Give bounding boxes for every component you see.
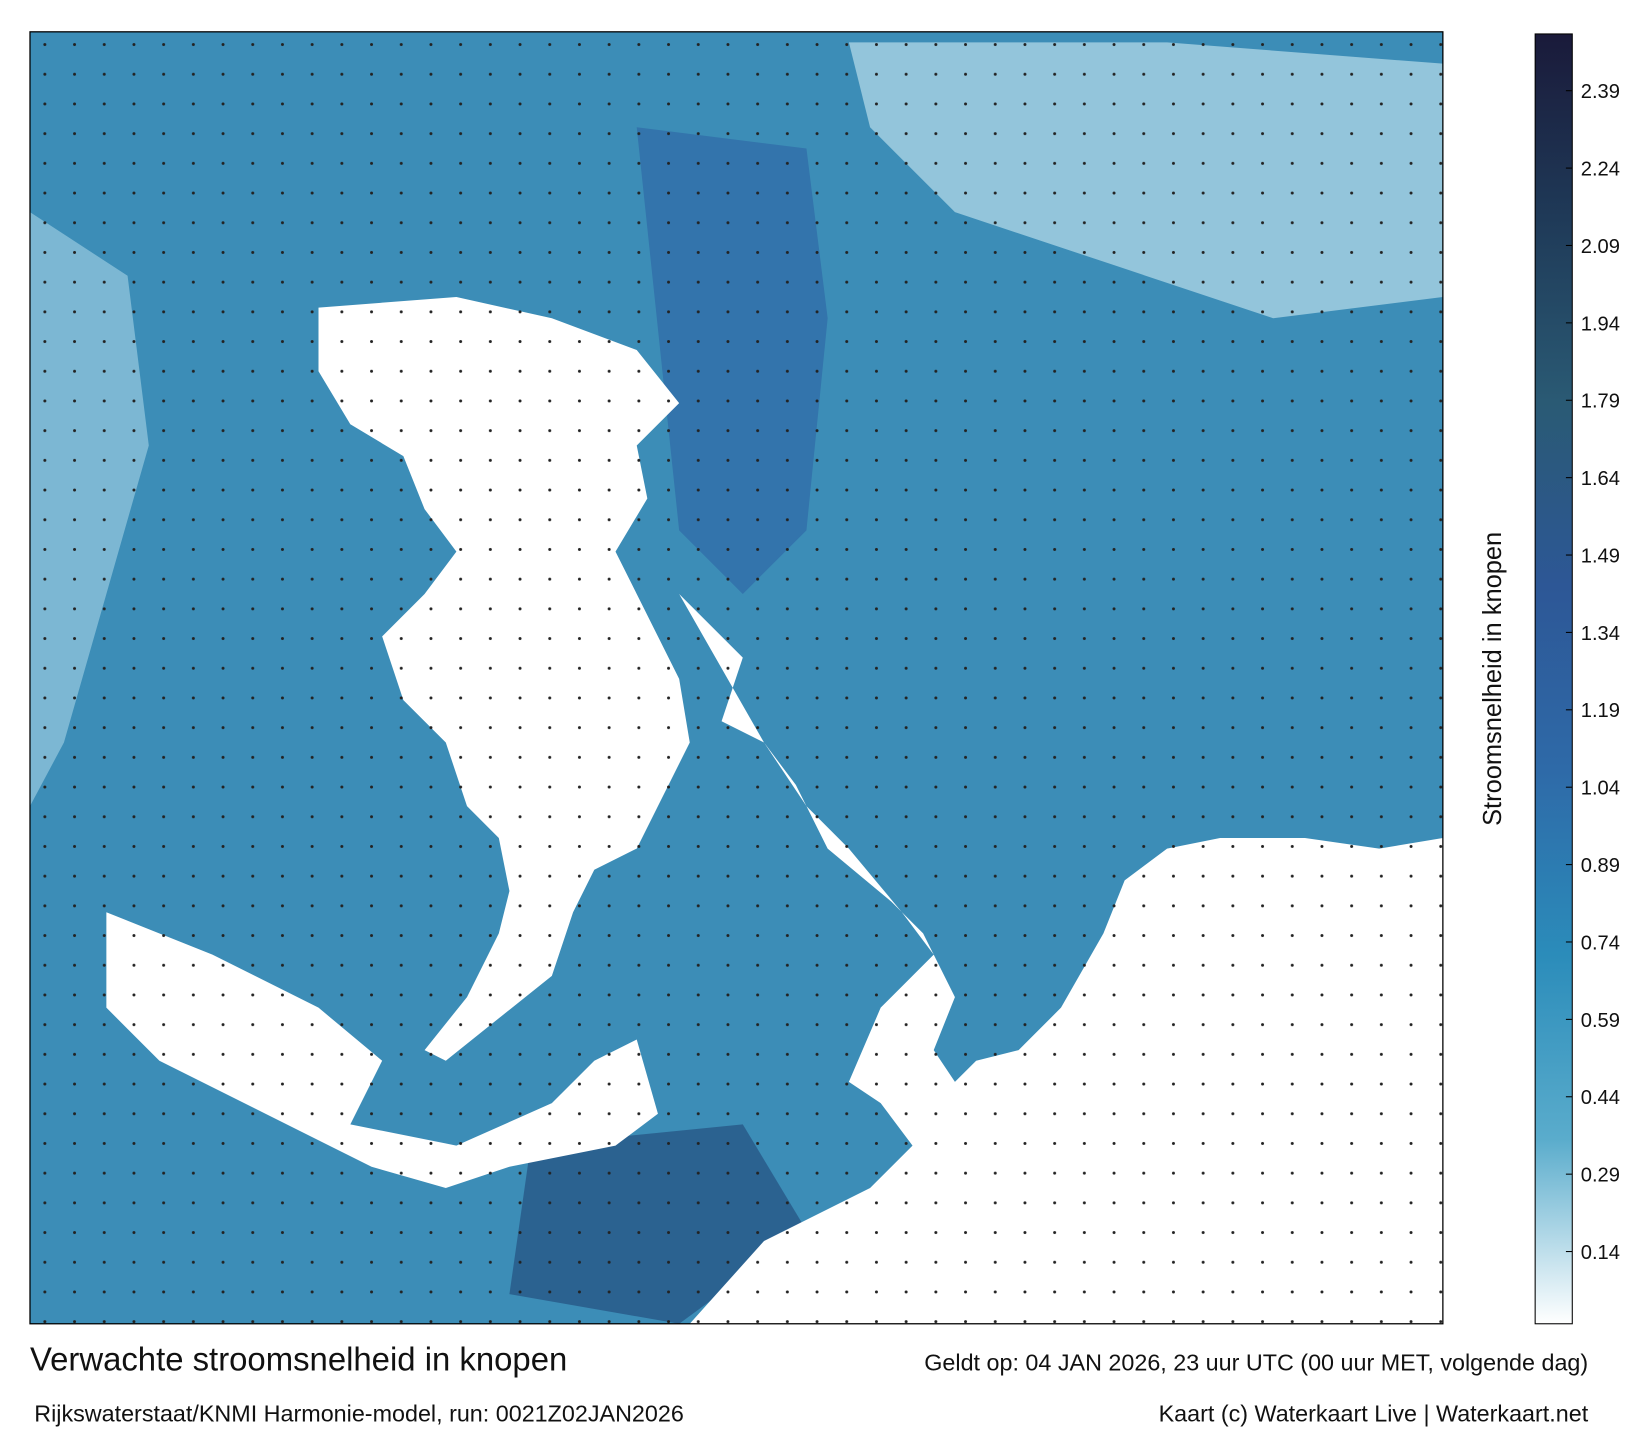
colorbar-tick-label: 2.24 — [1581, 159, 1620, 181]
title: Verwachte stroomsnelheid in knopen — [30, 1340, 567, 1377]
colorbar-tick-label: 1.04 — [1581, 778, 1620, 800]
credit: Kaart (c) Waterkaart Live | Waterkaart.n… — [1159, 1400, 1589, 1426]
colorbar-tick-label: 1.79 — [1581, 391, 1620, 413]
colorbar-tick-label: 0.14 — [1581, 1242, 1620, 1264]
map — [29, 31, 1443, 1324]
colorbar-label: Stroomsnelheid in knopen — [1479, 532, 1507, 826]
colorbar-fill — [1534, 33, 1573, 1325]
colorbar-tick-label: 2.09 — [1581, 236, 1620, 258]
source: Rijkswaterstaat/KNMI Harmonie-model, run… — [34, 1400, 684, 1426]
colorbar-tick-label: 1.34 — [1581, 623, 1620, 645]
colorbar-tick-label: 0.74 — [1581, 932, 1620, 954]
colorbar-tick-label: 1.19 — [1581, 700, 1620, 722]
colorbar-tick-label: 0.89 — [1581, 855, 1620, 877]
colorbar: 0.14 0.29 0.44 0.59 0.74 0.89 1.04 1.19 1.34 1.49… — [1534, 33, 1620, 1325]
map-frame — [29, 31, 1444, 1325]
colorbar-tick-label: 1.64 — [1581, 468, 1620, 490]
colorbar-tick-label: 1.49 — [1581, 545, 1620, 567]
colorbar-tick-label: 0.59 — [1581, 1010, 1620, 1032]
colorbar-tick-label: 0.44 — [1581, 1087, 1620, 1109]
colorbar-tick-label: 2.39 — [1581, 81, 1620, 103]
colorbar-tick-label: 0.29 — [1581, 1165, 1620, 1187]
valid-time: Geldt op: 04 JAN 2026, 23 uur UTC (00 uu… — [924, 1349, 1588, 1375]
colorbar-tick-label: 1.94 — [1581, 313, 1620, 335]
grid-dots — [29, 31, 1443, 1324]
